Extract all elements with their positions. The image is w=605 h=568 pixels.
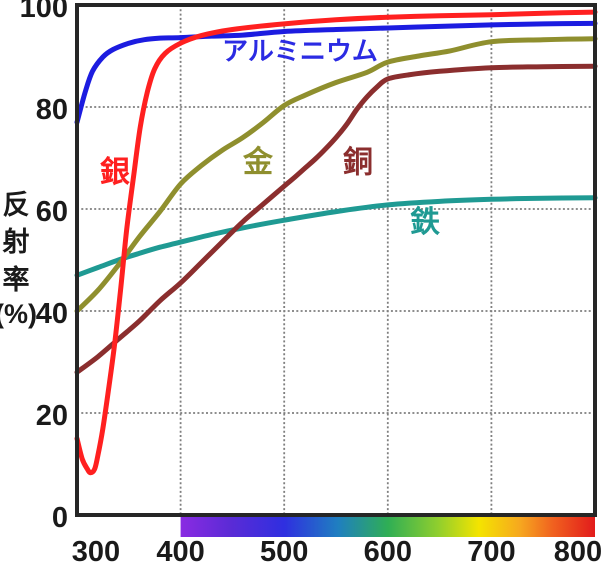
svg-text:40: 40 [36,298,68,330]
svg-text:率: 率 [3,264,30,295]
svg-text:20: 20 [36,400,68,432]
svg-text:500: 500 [260,536,308,568]
svg-text:600: 600 [364,536,412,568]
svg-text:(%): (%) [0,299,37,329]
svg-text:銀: 銀 [100,156,130,189]
svg-text:700: 700 [467,536,515,568]
svg-text:400: 400 [156,536,204,568]
svg-text:金: 金 [242,145,274,179]
svg-text:800: 800 [554,536,602,568]
svg-text:100: 100 [20,0,68,24]
svg-text:0: 0 [52,502,68,534]
svg-text:銅: 銅 [343,145,373,179]
svg-text:80: 80 [36,94,68,126]
svg-text:アルミニウム: アルミニウム [222,36,378,66]
svg-text:鉄: 鉄 [410,205,440,239]
svg-text:60: 60 [36,196,68,228]
svg-text:300: 300 [72,536,120,568]
svg-text:射: 射 [2,227,30,257]
svg-text:反: 反 [3,190,30,220]
